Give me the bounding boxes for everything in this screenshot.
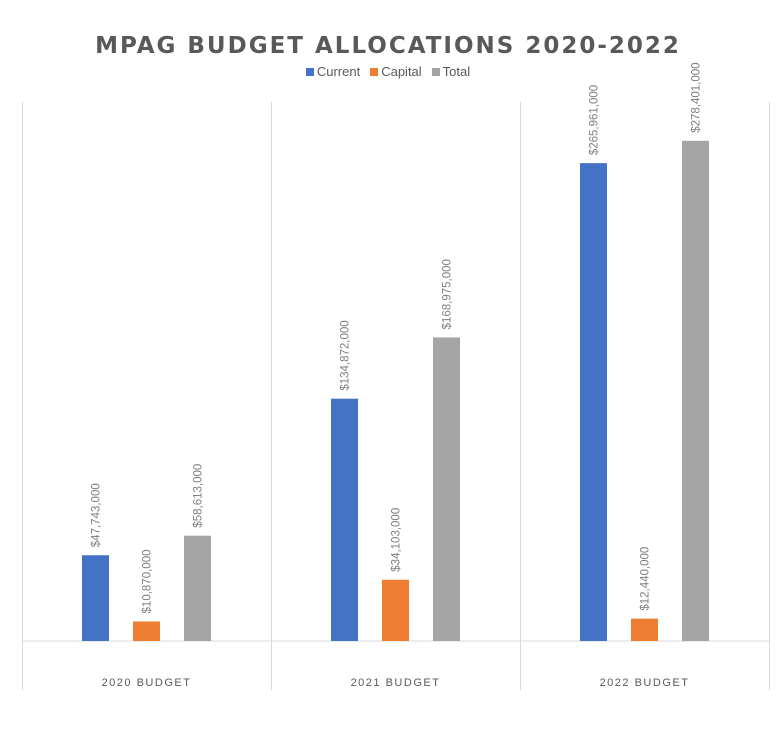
legend-item-total: Total bbox=[431, 64, 471, 79]
data-label: $265,961,000 bbox=[589, 85, 601, 155]
data-label: $168,975,000 bbox=[442, 259, 454, 329]
bar-current bbox=[331, 398, 358, 641]
legend-swatch bbox=[305, 67, 314, 76]
bar-capital bbox=[133, 621, 160, 641]
data-label: $12,440,000 bbox=[640, 547, 652, 611]
bar-current bbox=[580, 163, 607, 641]
legend-swatch bbox=[431, 67, 440, 76]
bar-capital bbox=[631, 618, 658, 641]
legend-label: Current bbox=[316, 64, 361, 79]
legend-swatch bbox=[370, 67, 379, 76]
data-label: $134,872,000 bbox=[340, 320, 352, 390]
bar-total bbox=[433, 337, 460, 641]
data-label: $34,103,000 bbox=[391, 508, 403, 572]
category-label: 2021 BUDGET bbox=[351, 677, 441, 689]
legend: Current Capital Total bbox=[0, 64, 776, 79]
category-label: 2020 BUDGET bbox=[102, 677, 192, 689]
bar-capital bbox=[382, 579, 409, 641]
legend-label: Total bbox=[442, 64, 471, 79]
category-label: 2022 BUDGET bbox=[600, 677, 690, 689]
legend-item-current: Current bbox=[305, 64, 361, 79]
data-label: $47,743,000 bbox=[91, 483, 103, 547]
legend-label: Capital bbox=[381, 64, 422, 79]
bar-total bbox=[682, 140, 709, 641]
chart-title: MPAG BUDGET ALLOCATIONS 2020-2022 bbox=[95, 33, 681, 59]
data-label: $58,613,000 bbox=[193, 464, 205, 528]
bar-total bbox=[184, 535, 211, 641]
bar-current bbox=[82, 555, 109, 641]
data-label: $278,401,000 bbox=[691, 62, 703, 132]
data-label: $10,870,000 bbox=[142, 550, 154, 614]
legend-item-capital: Capital bbox=[370, 64, 422, 79]
